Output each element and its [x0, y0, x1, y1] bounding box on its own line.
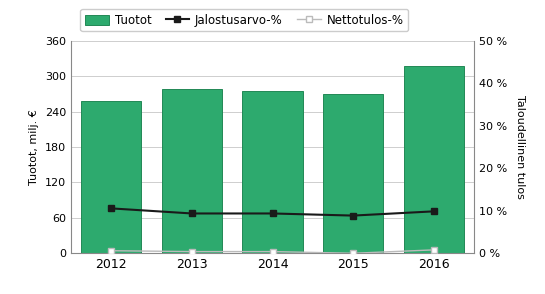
Line: Jalostusarvo-%: Jalostusarvo-%: [108, 205, 437, 219]
Y-axis label: Taloudellinen tulos: Taloudellinen tulos: [516, 95, 525, 199]
Nettotulos-%: [269, 250, 276, 253]
Jalostusarvo-%: [431, 210, 437, 213]
Nettotulos-%: [189, 250, 195, 253]
Y-axis label: Tuotot, milj. €: Tuotot, milj. €: [29, 109, 39, 185]
Nettotulos-%: [350, 251, 356, 255]
Jalostusarvo-%: [350, 214, 356, 217]
Jalostusarvo-%: [108, 207, 114, 210]
Jalostusarvo-%: [189, 212, 195, 215]
Bar: [162, 89, 222, 253]
Nettotulos-%: [108, 249, 114, 253]
Bar: [242, 91, 303, 253]
Nettotulos-%: [431, 248, 437, 252]
Line: Nettotulos-%: Nettotulos-%: [108, 247, 437, 256]
Bar: [81, 101, 142, 253]
Jalostusarvo-%: [269, 212, 276, 215]
Legend: Tuotot, Jalostusarvo-%, Nettotulos-%: Tuotot, Jalostusarvo-%, Nettotulos-%: [80, 9, 408, 31]
Bar: [403, 66, 464, 253]
Bar: [323, 94, 384, 253]
